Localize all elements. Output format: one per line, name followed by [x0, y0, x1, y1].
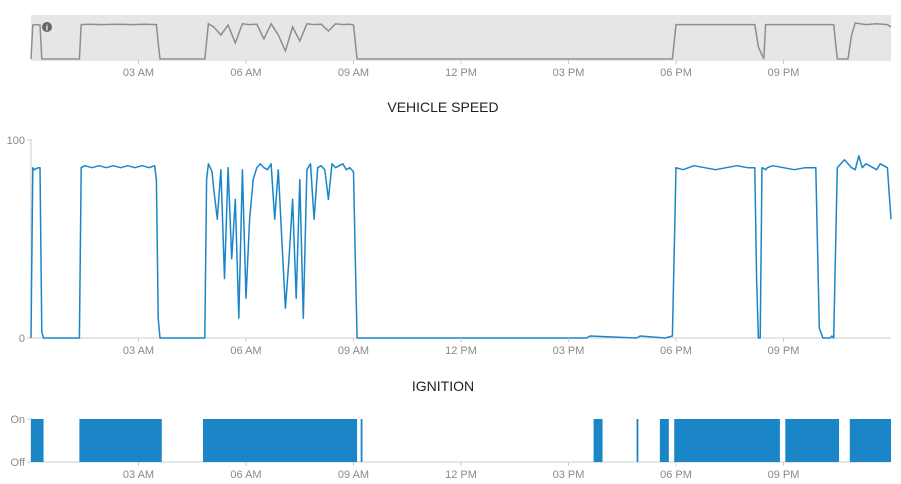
ignition-x-tick-label: 09 PM [768, 469, 800, 481]
navigator-x-tick-label: 09 AM [338, 67, 369, 79]
ignition-x-tick-label: 09 AM [338, 469, 369, 481]
ignition-on-segment [360, 419, 363, 462]
info-icon-circle [42, 22, 52, 32]
ignition-x-ticks: 03 AM 06 AM 09 AM 12 PM 03 PM 06 PM 09 PM [123, 462, 799, 481]
speed-x-tick-label: 06 AM [230, 345, 261, 357]
navigator-x-tick-label: 12 PM [445, 67, 477, 79]
speed-x-ticks: 03 AM 06 AM 09 AM 12 PM 03 PM 06 PM 09 PM [123, 338, 799, 357]
speed-x-tick-label: 12 PM [445, 345, 477, 357]
ignition-on-segment [79, 419, 162, 462]
ignition-chart: IGNITION On Off 03 AM 06 AM 09 AM 12 PM 03 PM… [10, 378, 891, 481]
ignition-on-segment [659, 419, 669, 462]
navigator-x-tick-label: 06 PM [660, 67, 692, 79]
ignition-on-segment [674, 419, 780, 462]
navigator-x-tick-label: 03 AM [123, 67, 154, 79]
ignition-x-tick-label: 03 PM [553, 469, 585, 481]
navigator-info-icon[interactable]: i [42, 22, 52, 33]
navigator-panel[interactable]: i 03 AM 06 AM 09 AM 12 PM 03 PM 06 PM 09 PM [30, 15, 892, 79]
navigator-x-ticks: 03 AM 06 AM 09 AM 12 PM 03 PM 06 PM 09 PM [123, 60, 799, 79]
ignition-on-segment [593, 419, 603, 462]
speed-x-tick-label: 03 AM [123, 345, 154, 357]
speed-y-ticks: 0 100 [7, 135, 31, 345]
ignition-series [31, 419, 891, 462]
navigator-series [30, 22, 892, 60]
ignition-x-tick-label: 03 AM [123, 469, 154, 481]
ignition-x-tick-label: 12 PM [445, 469, 477, 481]
navigator-x-tick-label: 03 PM [553, 67, 585, 79]
vehicle-speed-series [30, 155, 892, 339]
navigator-line [30, 22, 892, 60]
ignition-y-tick-label: On [10, 414, 25, 426]
speed-x-tick-label: 09 PM [768, 345, 800, 357]
vehicle-speed-line [30, 155, 892, 339]
speed-x-tick-label: 06 PM [660, 345, 692, 357]
navigator-background[interactable] [31, 15, 891, 59]
speed-x-tick-label: 09 AM [338, 345, 369, 357]
speed-y-tick-label: 0 [19, 333, 25, 345]
info-icon-glyph: i [46, 24, 48, 33]
speed-y-tick-label: 100 [7, 135, 25, 147]
navigator-x-tick-label: 09 PM [768, 67, 800, 79]
vehicle-speed-title: VEHICLE SPEED [387, 99, 498, 115]
ignition-x-tick-label: 06 AM [230, 469, 261, 481]
ignition-x-tick-label: 06 PM [660, 469, 692, 481]
ignition-on-segment [31, 419, 44, 462]
ignition-on-segment [636, 419, 639, 462]
ignition-on-segment [203, 419, 358, 462]
ignition-on-segment [849, 419, 891, 462]
ignition-y-ticks: On Off [10, 414, 31, 469]
ignition-title: IGNITION [412, 378, 474, 394]
ignition-y-tick-label: Off [11, 457, 26, 469]
ignition-on-segment [785, 419, 840, 462]
speed-x-tick-label: 03 PM [553, 345, 585, 357]
navigator-x-tick-label: 06 AM [230, 67, 261, 79]
